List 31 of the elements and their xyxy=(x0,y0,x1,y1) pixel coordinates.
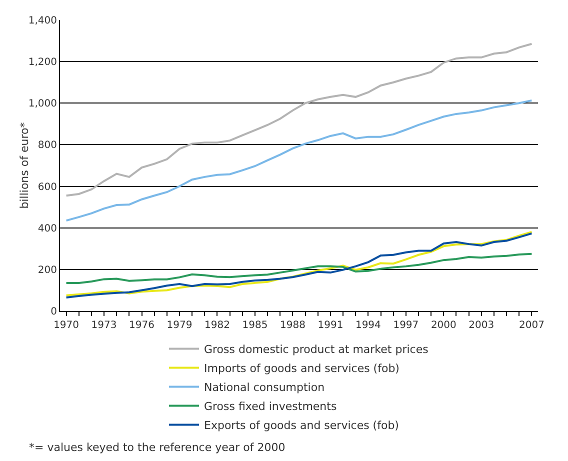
y-tick-label: 200 xyxy=(38,264,57,276)
line-series xyxy=(65,42,533,197)
line-series xyxy=(65,99,533,222)
x-tick-label: 1997 xyxy=(393,320,419,331)
x-tick-label: 1988 xyxy=(280,320,306,331)
x-tick-label: 1973 xyxy=(91,320,117,331)
y-axis-title: billions of euro* xyxy=(18,122,31,209)
x-tick-label: 1970 xyxy=(54,320,80,331)
x-tick-label: 2007 xyxy=(518,320,544,331)
y-tick-label: 1,000 xyxy=(28,98,57,110)
y-tick-label: 400 xyxy=(38,223,57,234)
legend-label: Gross domestic product at market prices xyxy=(204,343,429,356)
x-tick-label: 2000 xyxy=(430,320,456,331)
line-series xyxy=(65,252,533,284)
x-tick-label: 1985 xyxy=(242,320,268,331)
legend-label: Imports of goods and services (fob) xyxy=(204,362,400,376)
y-tick-label: 800 xyxy=(38,140,57,152)
x-tick-label: 1976 xyxy=(129,320,154,331)
x-tick-label: 1982 xyxy=(204,320,230,331)
y-tick-label: 1,200 xyxy=(28,57,57,68)
legend-label: Exports of goods and services (fob) xyxy=(204,419,399,432)
x-tick-label: 2003 xyxy=(468,320,494,331)
y-tick-label: 1,400 xyxy=(28,16,57,26)
x-tick-label: 1991 xyxy=(318,320,344,331)
text: *= values keyed to the reference year of 2000 xyxy=(29,441,286,454)
legend-label: Gross fixed investments xyxy=(204,400,337,414)
y-tick-label: 0 xyxy=(50,306,57,318)
legend-label: National consumption xyxy=(204,381,325,394)
x-tick-label: 1979 xyxy=(166,320,192,331)
x-tick-label: 1994 xyxy=(355,320,381,331)
y-tick-label: 600 xyxy=(38,182,57,193)
